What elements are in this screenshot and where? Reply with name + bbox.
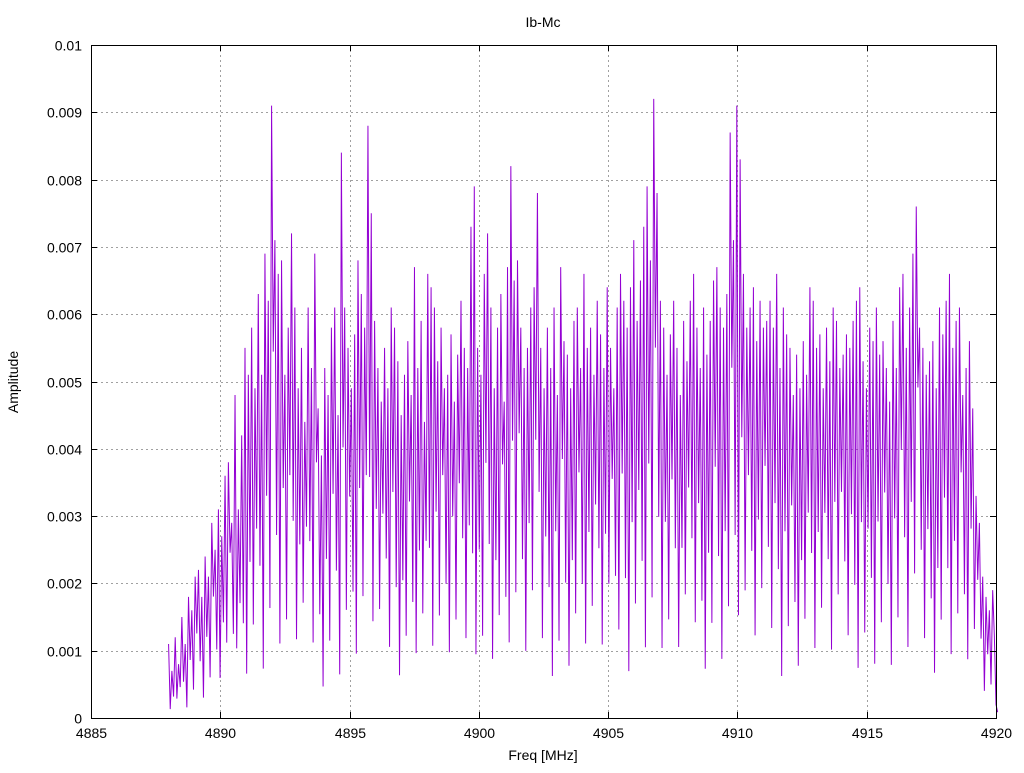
x-tick-label: 4920 [981,725,1012,741]
y-tick-label: 0.008 [47,173,82,189]
y-tick-labels: 0 0.001 0.002 0.003 0.004 0.005 0.006 0.007 0.00… [47,38,82,727]
y-tick-label: 0.007 [47,240,82,256]
series-layer [168,98,999,713]
y-tick-label: 0.004 [47,442,82,458]
x-tick-label: 4885 [76,725,107,741]
x-tick-label: 4905 [593,725,624,741]
x-tick-label: 4895 [335,725,366,741]
chart-title: Ib-Mc [526,14,561,30]
x-axis-label: Freq [MHz] [508,747,577,763]
y-tick-label: 0.003 [47,509,82,525]
y-tick-label: 0.009 [47,105,82,121]
x-tick-label: 4890 [205,725,236,741]
y-tick-label: 0.005 [47,375,82,391]
y-tick-label: 0 [74,711,82,727]
series-line [168,98,999,713]
y-axis-label: Amplitude [5,351,21,413]
x-tick-label: 4910 [722,725,753,741]
x-tick-label: 4900 [464,725,495,741]
x-tick-labels: 4885 4890 4895 4900 4905 4910 4915 4920 [76,725,1012,741]
y-tick-label: 0.01 [55,38,82,54]
x-tick-label: 4915 [852,725,883,741]
y-tick-label: 0.006 [47,307,82,323]
y-tick-label: 0.002 [47,576,82,592]
y-tick-label: 0.001 [47,644,82,660]
ticks [91,45,997,719]
